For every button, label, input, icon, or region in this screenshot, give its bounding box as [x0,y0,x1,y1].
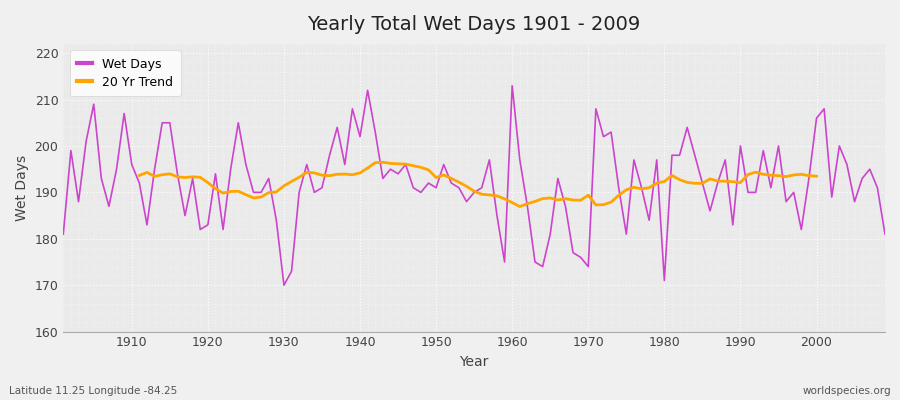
20 Yr Trend [796,172,806,177]
20 Yr Trend [515,204,526,209]
20 Yr Trend [339,172,350,176]
20 Yr Trend [621,188,632,192]
Text: worldspecies.org: worldspecies.org [803,386,891,396]
Wet Days [339,162,350,167]
Text: Latitude 11.25 Longitude -84.25: Latitude 11.25 Longitude -84.25 [9,386,177,396]
Wet Days [293,190,304,195]
Line: Wet Days: Wet Days [63,86,885,285]
Y-axis label: Wet Days: Wet Days [15,155,29,221]
Title: Yearly Total Wet Days 1901 - 2009: Yearly Total Wet Days 1901 - 2009 [308,15,641,34]
Wet Days [507,83,517,88]
20 Yr Trend [811,174,822,178]
20 Yr Trend [225,189,236,194]
20 Yr Trend [377,160,388,165]
20 Yr Trend [712,179,723,184]
Wet Days [613,185,624,190]
Wet Days [58,232,68,236]
Line: 20 Yr Trend: 20 Yr Trend [140,162,816,206]
Wet Days [119,111,130,116]
Wet Days [515,158,526,162]
Wet Days [522,204,533,209]
20 Yr Trend [134,173,145,178]
Wet Days [879,232,890,236]
Wet Days [278,283,289,288]
Legend: Wet Days, 20 Yr Trend: Wet Days, 20 Yr Trend [69,50,181,96]
X-axis label: Year: Year [460,355,489,369]
20 Yr Trend [727,179,738,184]
